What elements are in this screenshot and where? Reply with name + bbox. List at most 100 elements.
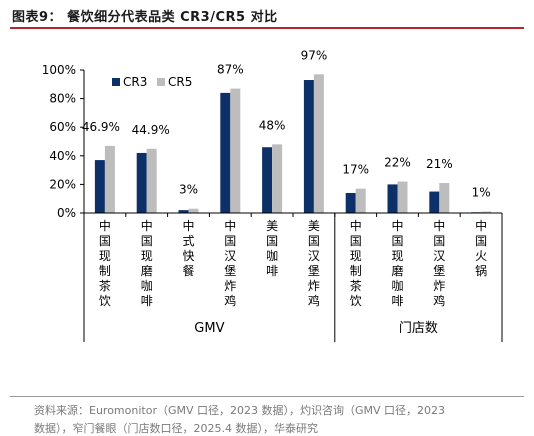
- legend-swatch-cr3: [112, 78, 120, 86]
- group-label: 门店数: [399, 321, 438, 336]
- category-label: 炸: [224, 279, 236, 293]
- category-label: 中: [141, 218, 153, 233]
- category-label: 中: [391, 218, 403, 233]
- bar-cr3: [345, 192, 356, 213]
- y-tick-label: 40%: [49, 149, 76, 163]
- source-note-line-1: 资料来源：Euromonitor（GMV 口径，2023 数据），灼识咨询（GM…: [34, 404, 446, 417]
- category-label: 国: [99, 234, 111, 248]
- category-label: 现: [99, 249, 111, 263]
- y-tick-label: 80%: [49, 92, 76, 106]
- data-label: 21%: [426, 157, 453, 171]
- bar-cr3: [387, 184, 398, 213]
- category-label: 炸: [433, 279, 445, 293]
- category-label: 鸡: [433, 293, 445, 308]
- bar-cr5: [146, 148, 157, 213]
- bar-cr3: [94, 160, 105, 213]
- category-label: 炸: [308, 279, 320, 293]
- bar-cr5: [439, 182, 450, 213]
- legend-swatch-cr5: [157, 78, 165, 86]
- data-label: 87%: [217, 63, 244, 77]
- bar-cr5: [104, 145, 115, 213]
- bar-cr5: [397, 181, 408, 213]
- category-label: 式: [182, 234, 194, 248]
- category-label: 国: [141, 234, 153, 248]
- bar-chart: 0% 20% 40% 60% 80% 100% 46.9% 44.9% 3% 87% 48% 97% 1…: [42, 48, 503, 342]
- data-label: 44.9%: [132, 123, 170, 137]
- category-label: 鸡: [308, 293, 320, 308]
- bar-cr3: [220, 92, 231, 213]
- category-label: 咖: [391, 278, 403, 293]
- category-label: 堡: [308, 263, 320, 278]
- category-label: 中: [182, 218, 194, 233]
- category-label: 磨: [391, 264, 403, 278]
- category-label: 啡: [141, 294, 153, 308]
- data-label: 22%: [384, 156, 411, 170]
- category-label: 中: [99, 218, 111, 233]
- category-label: 汉: [433, 249, 445, 263]
- category-label: 现: [391, 249, 403, 263]
- y-tick-label: 0%: [57, 206, 76, 220]
- source-rule: [10, 396, 524, 397]
- bar-cr5: [188, 208, 199, 213]
- category-label: 鸡: [224, 293, 236, 308]
- source-note-line-2: 数据），窄门餐眼（门店数口径，2025.4 数据），华泰研究: [34, 422, 318, 435]
- bar-cr3: [178, 210, 189, 213]
- category-label: 快: [182, 249, 194, 263]
- bar-cr5: [355, 188, 366, 213]
- category-label: 国: [350, 234, 362, 248]
- bar-cr5: [230, 88, 241, 213]
- category-label: 火: [475, 249, 487, 263]
- category-label: 制: [350, 264, 362, 278]
- category-label: 现: [141, 249, 153, 263]
- y-tick-label: 100%: [42, 63, 76, 77]
- category-label: 国: [266, 234, 278, 248]
- bar-cr3: [429, 191, 440, 213]
- data-label: 97%: [301, 48, 328, 62]
- bar-cr3: [262, 147, 273, 213]
- category-label: 国: [475, 234, 487, 248]
- category-label: 中: [224, 218, 236, 233]
- data-label: 46.9%: [82, 120, 120, 134]
- category-label: 美: [308, 219, 320, 233]
- bar-cr5: [272, 144, 283, 213]
- category-label: 磨: [141, 264, 153, 278]
- category-label: 咖: [266, 248, 278, 263]
- category-label: 啡: [266, 264, 278, 278]
- category-label: 中: [350, 218, 362, 233]
- category-label: 茶: [99, 278, 111, 293]
- category-label: 国: [391, 234, 403, 248]
- category-label: 国: [224, 234, 236, 248]
- category-label: 国: [308, 234, 320, 248]
- title-rule: [10, 27, 524, 29]
- bar-cr5: [313, 74, 324, 213]
- category-label: 汉: [308, 249, 320, 263]
- category-label: 啡: [391, 294, 403, 308]
- figure-title: 图表9： 餐饮细分代表品类 CR3/CR5 对比: [12, 10, 278, 25]
- legend-label-cr5: CR5: [168, 75, 192, 89]
- category-label: 国: [433, 234, 445, 248]
- category-label: 堡: [433, 263, 445, 278]
- category-label: 锅: [475, 263, 487, 278]
- category-label: 饮: [350, 294, 362, 308]
- category-label: 茶: [350, 278, 362, 293]
- bar-cr3: [136, 152, 147, 213]
- legend-label-cr3: CR3: [123, 75, 147, 89]
- category-label: 现: [350, 249, 362, 263]
- category-label: 汉: [224, 249, 236, 263]
- category-label: 饮: [99, 294, 111, 308]
- category-label: 中: [475, 218, 487, 233]
- category-label: 美: [266, 219, 278, 233]
- data-label: 48%: [259, 118, 286, 132]
- y-tick-label: 60%: [49, 120, 76, 134]
- category-label: 制: [99, 264, 111, 278]
- category-label: 中: [433, 218, 445, 233]
- data-label: 3%: [179, 183, 198, 197]
- y-tick-label: 20%: [49, 177, 76, 191]
- category-label: 餐: [182, 263, 194, 278]
- bar-cr5: [481, 211, 492, 213]
- data-label: 1%: [472, 186, 491, 200]
- data-label: 17%: [342, 163, 369, 177]
- group-label: GMV: [194, 321, 224, 336]
- category-label: 堡: [224, 263, 236, 278]
- category-label: 咖: [141, 278, 153, 293]
